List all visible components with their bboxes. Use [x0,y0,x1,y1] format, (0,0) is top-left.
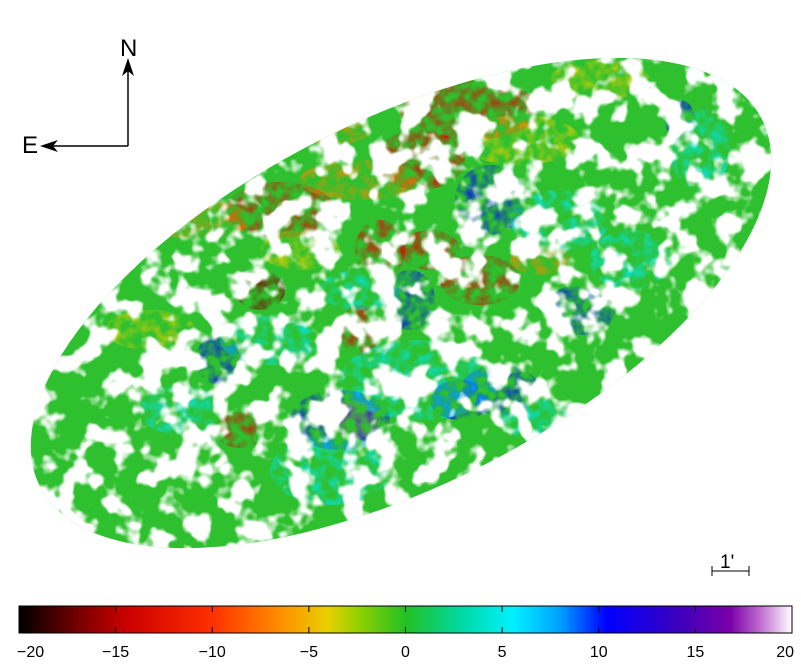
east-label: E [22,132,38,159]
colorbar-tick-label: 0 [401,644,410,661]
colorbar-tick-label: −20 [17,644,44,661]
colorbar-tick-label: 20 [776,644,794,661]
colorbar-tick-label: 15 [686,644,704,661]
colorbar-tick-label: −15 [102,644,129,661]
colorbar-tick-label: −10 [199,644,226,661]
colorbar-tick-label: 5 [498,644,507,661]
colorbar-tick-label: 10 [590,644,608,661]
north-arrowhead [122,58,134,76]
compass-arrows: N E [22,35,137,159]
galaxy-velocity-field [0,0,801,600]
colorbar: −20 −15 −10 −5 0 5 10 15 20 [17,605,794,661]
colorbar-tick-label: −5 [300,644,318,661]
scale-bar: 1' [711,552,750,576]
north-label: N [120,35,137,62]
east-arrowhead [40,140,58,152]
scale-bar-label: 1' [720,552,734,573]
